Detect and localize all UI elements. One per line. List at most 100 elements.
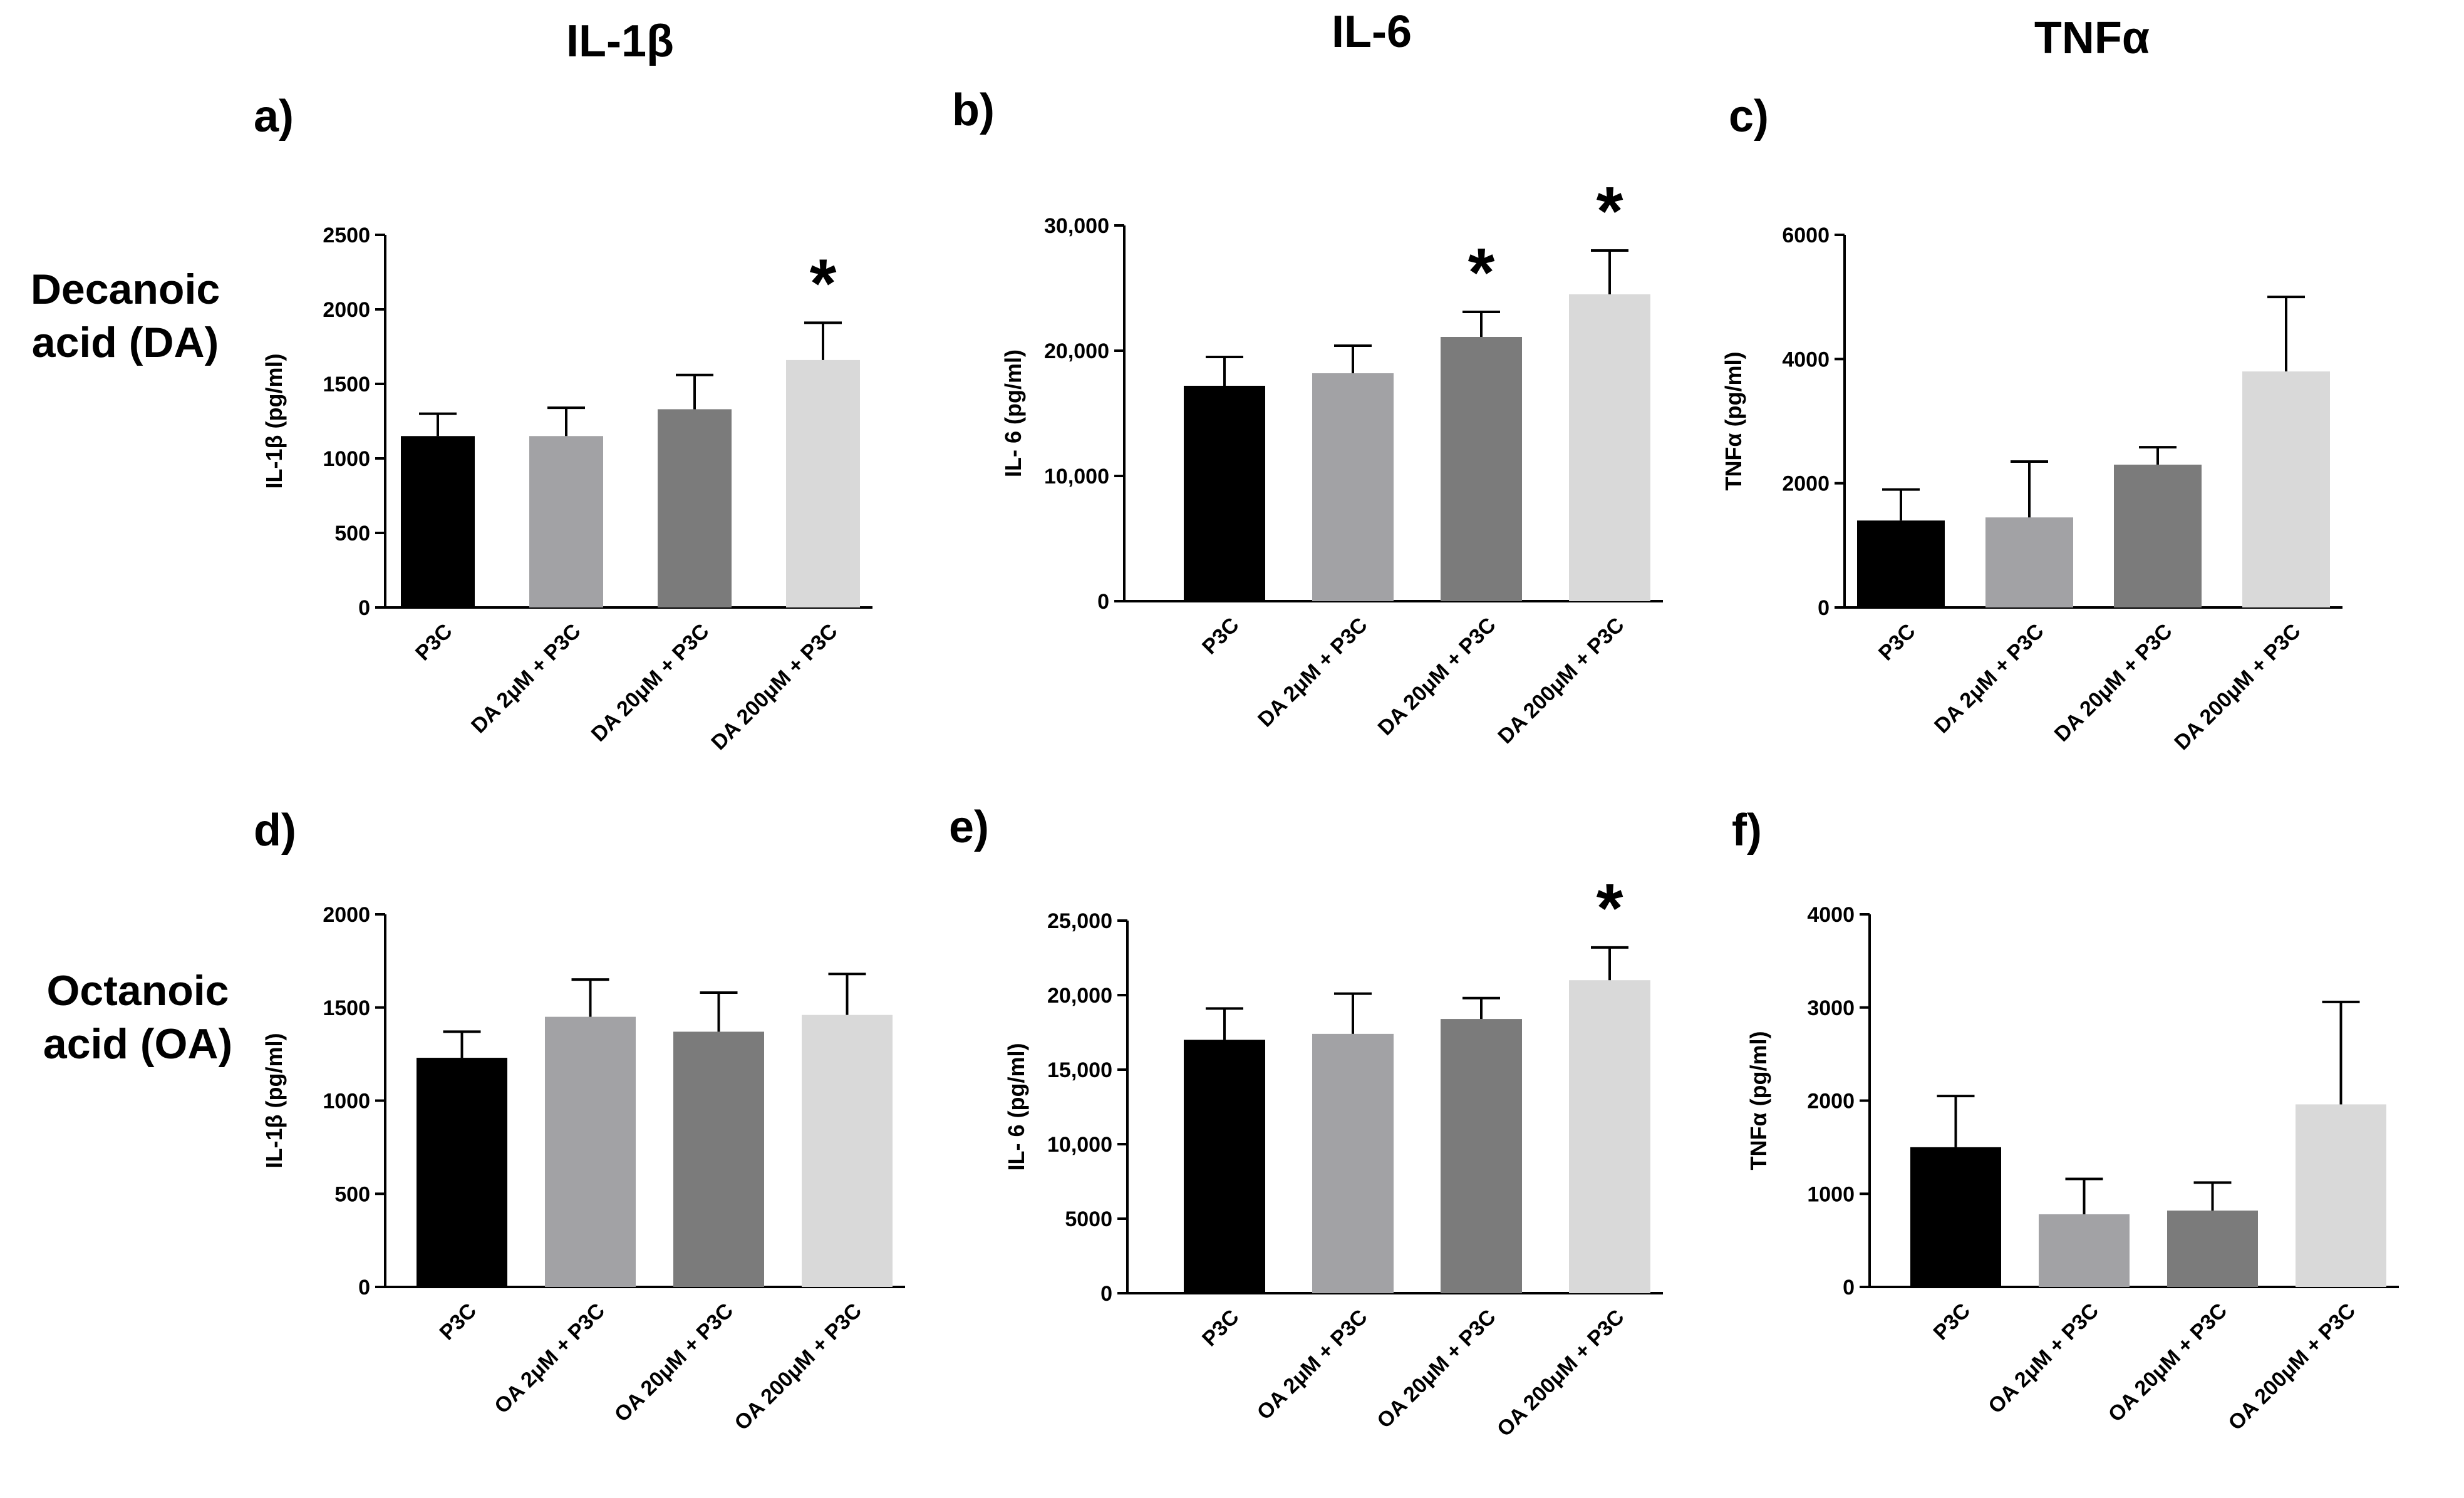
bar — [1184, 1040, 1265, 1293]
category-label: DA 2μM + P3C — [467, 619, 586, 738]
y-tick-label: 2000 — [1807, 1090, 1855, 1113]
category-label: DA 20μM + P3C — [587, 619, 714, 746]
y-tick-label: 500 — [334, 1182, 370, 1206]
category-label: OA 200μM + P3C — [2223, 1299, 2360, 1435]
bar — [401, 436, 475, 607]
panel-letter: c) — [1729, 91, 1769, 142]
bar — [529, 436, 603, 607]
y-tick-label: 15,000 — [1047, 1058, 1112, 1082]
bar — [1985, 517, 2073, 607]
y-tick-label: 20,000 — [1044, 339, 1109, 363]
y-axis-label: IL-1β (pg/ml) — [261, 354, 287, 489]
chart-panel-2: c) 0 2000 4000 6000 TNFα (pg/ml) P3C DA 2μM + P… — [1721, 91, 2342, 755]
y-tick-label: 0 — [358, 596, 370, 620]
bar — [802, 1015, 893, 1287]
bar — [545, 1016, 636, 1287]
y-tick-label: 0 — [1100, 1282, 1112, 1306]
y-tick-label: 20,000 — [1047, 984, 1112, 1008]
category-label: OA 20μM + P3C — [2104, 1299, 2232, 1427]
category-label: OA 2μM + P3C — [1984, 1299, 2103, 1418]
category-label: OA 2μM + P3C — [1253, 1305, 1372, 1425]
bar — [1441, 337, 1522, 601]
column-title-il1b: IL-1β — [566, 16, 674, 66]
y-tick-label: 10,000 — [1047, 1133, 1112, 1157]
y-tick-label: 6000 — [1782, 224, 1830, 247]
panel-letter: a) — [254, 91, 294, 142]
y-tick-label: 1500 — [323, 996, 370, 1020]
y-tick-label: 4000 — [1807, 903, 1855, 927]
y-tick-label: 1000 — [323, 447, 370, 471]
row-label-da-line2: acid (DA) — [32, 319, 219, 366]
bar — [1857, 520, 1945, 607]
panel-letter: b) — [952, 85, 995, 135]
chart-panel-3: d) 0 500 1000 1500 2000 IL-1β (pg/ml) P3C OA 2μM… — [254, 805, 905, 1435]
y-tick-label: 25,000 — [1047, 909, 1112, 933]
bar — [1312, 1033, 1394, 1293]
bar — [673, 1031, 764, 1287]
bar — [417, 1058, 507, 1287]
y-tick-label: 2500 — [323, 224, 370, 247]
row-label-oa-line1: Octanoic — [47, 967, 229, 1015]
category-label: P3C — [1198, 1305, 1244, 1351]
y-tick-label: 2000 — [323, 298, 370, 322]
bar — [2114, 464, 2202, 607]
y-tick-label: 5000 — [1065, 1207, 1112, 1231]
y-axis-label: IL-1β (pg/ml) — [261, 1033, 287, 1169]
category-label: P3C — [1874, 619, 1920, 666]
bar — [658, 409, 732, 607]
category-label: OA 2μM + P3C — [490, 1299, 609, 1418]
bar — [2167, 1211, 2258, 1287]
bar — [1569, 294, 1650, 601]
bar — [1312, 373, 1394, 601]
bar — [1569, 980, 1650, 1293]
category-label: P3C — [1198, 613, 1244, 659]
significance-marker: * — [1468, 234, 1495, 311]
category-label: P3C — [411, 619, 457, 666]
y-tick-label: 0 — [358, 1276, 370, 1299]
row-label-da-line1: Decanoic — [31, 266, 220, 313]
category-label: DA 2μM + P3C — [1930, 619, 2049, 738]
y-tick-label: 2000 — [1782, 472, 1830, 496]
bar — [2242, 371, 2330, 607]
category-label: OA 200μM + P3C — [730, 1299, 866, 1435]
y-axis-label: IL- 6 (pg/ml) — [1000, 349, 1026, 477]
column-title-tnfa: TNFα — [2034, 13, 2150, 63]
y-tick-label: 500 — [334, 522, 370, 545]
bar — [1910, 1147, 2001, 1287]
y-tick-label: 3000 — [1807, 996, 1855, 1020]
category-label: P3C — [1929, 1299, 1975, 1345]
panel-letter: e) — [949, 802, 989, 852]
bar — [2296, 1104, 2386, 1287]
panel-letter: d) — [254, 805, 296, 855]
category-label: OA 200μM + P3C — [1493, 1305, 1629, 1442]
column-title-il6: IL-6 — [1332, 7, 1412, 57]
category-label: DA 2μM + P3C — [1253, 613, 1372, 732]
significance-marker: * — [810, 245, 837, 322]
bar — [2039, 1214, 2130, 1287]
category-label: DA 200μM + P3C — [707, 619, 842, 755]
category-label: DA 20μM + P3C — [1374, 613, 1501, 740]
y-tick-label: 1000 — [323, 1090, 370, 1113]
y-tick-label: 1500 — [323, 373, 370, 396]
y-tick-label: 0 — [1818, 596, 1830, 620]
category-label: P3C — [435, 1299, 482, 1345]
category-label: OA 20μM + P3C — [610, 1299, 738, 1427]
significance-marker: * — [1597, 870, 1623, 947]
panel-letter: f) — [1732, 805, 1762, 855]
significance-marker: * — [1597, 173, 1623, 250]
y-tick-label: 10,000 — [1044, 465, 1109, 488]
category-label: DA 200μM + P3C — [1493, 613, 1628, 748]
row-label-oa-line2: acid (OA) — [43, 1020, 232, 1068]
y-tick-label: 2000 — [323, 903, 370, 927]
category-label: OA 20μM + P3C — [1372, 1305, 1500, 1433]
y-axis-label: IL- 6 (pg/ml) — [1003, 1043, 1029, 1171]
y-axis-label: TNFα (pg/ml) — [1746, 1031, 1771, 1170]
bar — [1441, 1019, 1522, 1293]
y-tick-label: 30,000 — [1044, 214, 1109, 238]
category-label: DA 200μM + P3C — [2170, 619, 2305, 755]
y-tick-label: 0 — [1097, 590, 1109, 614]
